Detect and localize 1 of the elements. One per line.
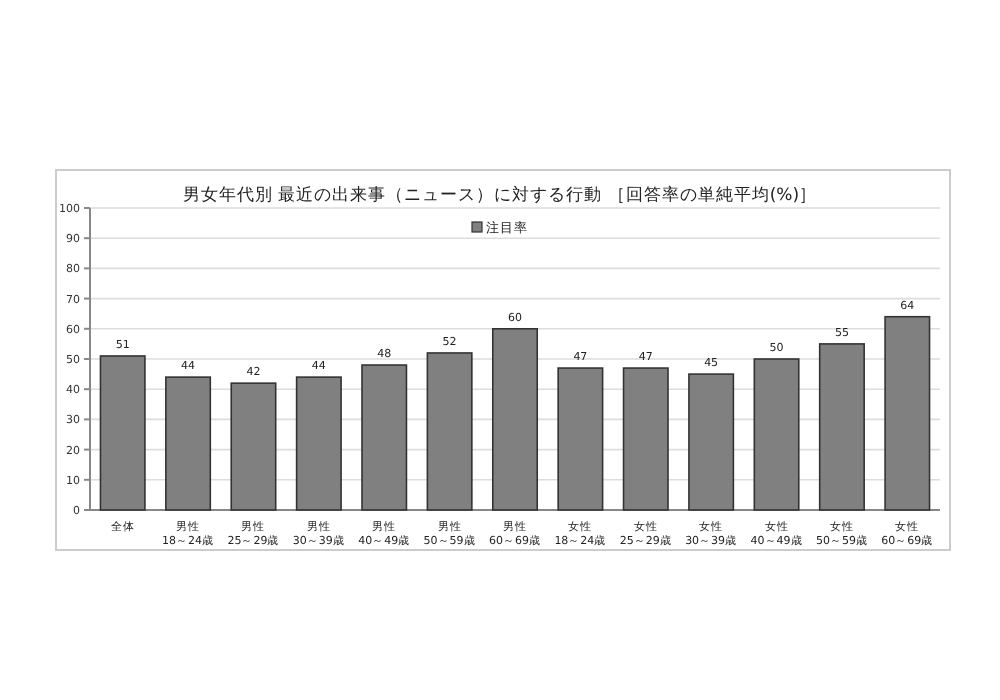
chart-title: 男女年代別 最近の出来事（ニュース）に対する行動 ［回答率の単純平均(%)］: [182, 184, 818, 206]
